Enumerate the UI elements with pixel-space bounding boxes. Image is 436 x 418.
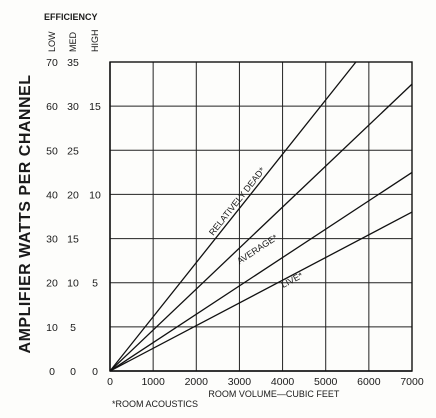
y-tick-label-high: 5 — [92, 278, 98, 290]
efficiency-header: EFFICIENCY — [44, 12, 98, 22]
y-tick-label-high: 10 — [89, 189, 101, 201]
series-line-1 — [109, 61, 357, 372]
y-tick-label-high: 0 — [92, 366, 98, 378]
y-tick-label-low: 50 — [46, 145, 58, 157]
y-tick-label-low: 10 — [46, 322, 58, 334]
series-label: LIVE* — [279, 270, 304, 290]
series-label: AVERAGE* — [235, 232, 280, 266]
y-tick-label-med: 30 — [67, 101, 79, 113]
chart-text: RELATIVELY DEAD*AVERAGE*LIVE*0 1000 2000 30… — [17, 12, 424, 409]
x-tick-label: 3000 — [228, 376, 252, 388]
y-tick-label-med: 5 — [70, 322, 76, 334]
x-tick-label: 1000 — [141, 376, 165, 388]
y-tick-label-med: 20 — [67, 189, 79, 201]
x-tick-label: 5000 — [314, 376, 338, 388]
y-axis-title: AMPLIFIER WATTS PER CHANNEL — [17, 75, 34, 354]
series-line-4 — [109, 211, 413, 372]
y-tick-label-low: 40 — [46, 189, 58, 201]
y-tick-label-med: 0 — [70, 366, 76, 378]
y-tick-label-med: 25 — [67, 145, 79, 157]
footnote: *ROOM ACOUSTICS — [112, 399, 198, 409]
y-tick-label-med: 10 — [67, 278, 79, 290]
x-tick-label: 6000 — [357, 376, 381, 388]
plot-frame — [109, 61, 413, 372]
series-line-2 — [109, 83, 413, 372]
series-line-3 — [109, 171, 413, 372]
efficiency-level-label: HIGH — [90, 30, 100, 53]
series-lines — [109, 61, 413, 372]
y-tick-label-high: 15 — [89, 101, 101, 113]
x-tick-label: 0 — [107, 376, 113, 388]
y-tick-label-low: 0 — [49, 366, 55, 378]
y-tick-label-low: 60 — [46, 101, 58, 113]
x-axis-title: ROOM VOLUME—CUBIC FEET — [208, 389, 340, 399]
y-tick-label-low: 30 — [46, 234, 58, 246]
grid — [109, 61, 413, 372]
x-tick-label: 4000 — [271, 376, 295, 388]
series-label: RELATIVELY DEAD* — [207, 165, 267, 237]
y-tick-label-low: 20 — [46, 278, 58, 290]
x-tick-label: 7000 — [400, 376, 424, 388]
y-tick-label-med: 15 — [67, 234, 79, 246]
y-tick-label-low: 70 — [46, 57, 58, 69]
efficiency-level-label: LOW — [47, 31, 57, 52]
x-tick-label: 2000 — [185, 376, 209, 388]
y-tick-label-med: 35 — [67, 57, 79, 69]
efficiency-level-label: MED — [68, 32, 78, 53]
